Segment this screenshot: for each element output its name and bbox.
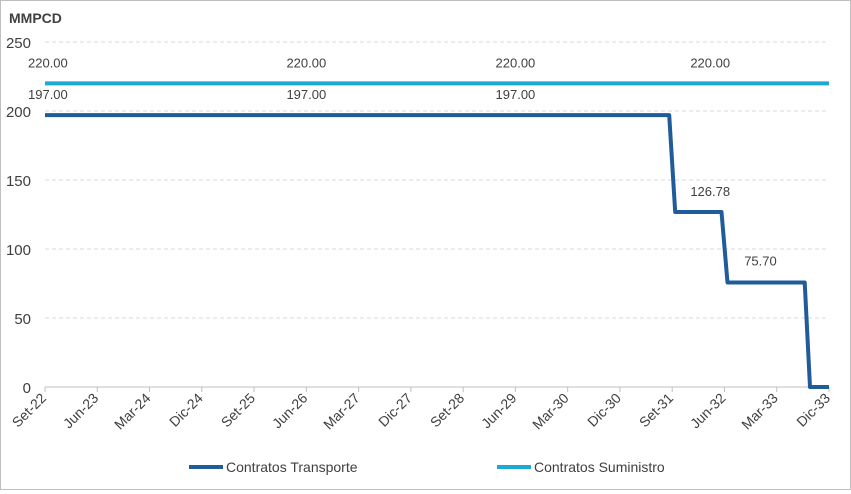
x-tick-label: Jun-23 bbox=[60, 390, 102, 432]
data-label: 220.00 bbox=[690, 55, 730, 70]
x-tick-label: Jun-29 bbox=[478, 390, 520, 432]
x-tick-label: Dic-33 bbox=[793, 390, 833, 430]
data-label: 220.00 bbox=[286, 55, 326, 70]
x-tick-label: Set-31 bbox=[636, 390, 677, 431]
y-tick-label: 200 bbox=[6, 104, 31, 121]
data-label: 197.00 bbox=[28, 87, 68, 102]
legend: Contratos Transporte Contratos Suministro bbox=[189, 459, 665, 475]
y-tick-label: 250 bbox=[6, 35, 31, 52]
x-tick-label: Jun-26 bbox=[269, 390, 311, 432]
y-axis-unit-label: MMPCD bbox=[9, 10, 62, 26]
data-label: 220.00 bbox=[496, 55, 536, 70]
data-labels: 197.00 197.00 197.00 126.78 75.70 220.00 220.0… bbox=[28, 55, 777, 268]
legend-label: Contratos Transporte bbox=[226, 459, 358, 475]
y-tick-label: 100 bbox=[6, 242, 31, 259]
x-tick-label: Mar-24 bbox=[111, 390, 154, 433]
x-tick-label: Dic-27 bbox=[375, 390, 415, 430]
y-tick-label: 150 bbox=[6, 173, 31, 190]
y-tick-label: 0 bbox=[23, 380, 31, 397]
x-tick-label: Set-25 bbox=[218, 390, 259, 431]
series-lines bbox=[45, 81, 829, 389]
x-tick-label: Mar-33 bbox=[738, 390, 781, 433]
x-tick-label: Dic-30 bbox=[584, 390, 624, 430]
data-label: 197.00 bbox=[286, 87, 326, 102]
data-label: 220.00 bbox=[28, 55, 68, 70]
data-label: 75.70 bbox=[744, 254, 777, 269]
x-tick-label: Mar-27 bbox=[320, 390, 363, 433]
data-label: 197.00 bbox=[496, 87, 536, 102]
x-tick-label: Mar-30 bbox=[529, 390, 572, 433]
x-tick-label: Dic-24 bbox=[166, 390, 206, 430]
x-tick-label: Set-28 bbox=[427, 390, 468, 431]
data-label: 126.78 bbox=[690, 184, 730, 199]
x-tick-label: Jun-32 bbox=[687, 390, 729, 432]
y-tick-label: 50 bbox=[14, 311, 31, 328]
legend-label: Contratos Suministro bbox=[534, 459, 665, 475]
series-line-transporte bbox=[45, 113, 829, 389]
gridlines bbox=[45, 41, 829, 319]
